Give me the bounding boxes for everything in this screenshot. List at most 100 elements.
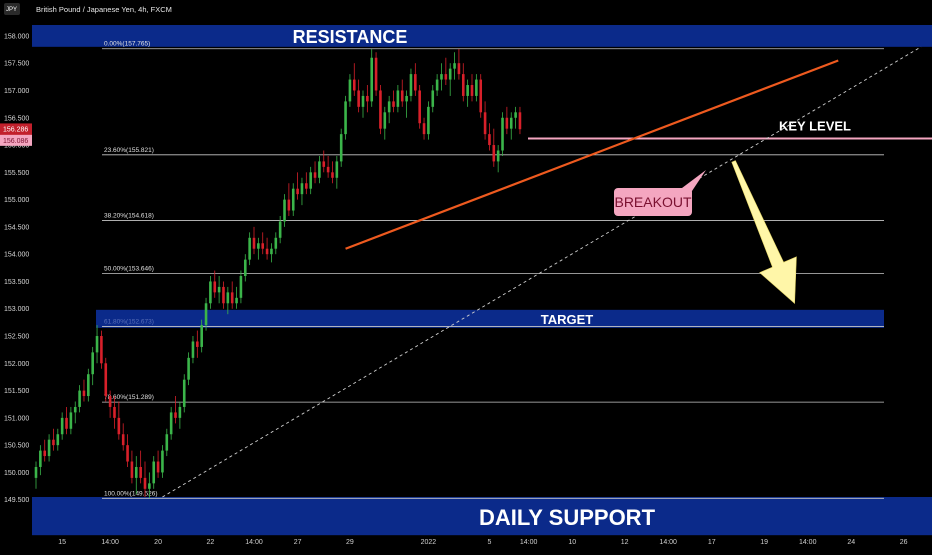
candle	[165, 428, 169, 457]
candle	[213, 270, 217, 298]
candle	[222, 281, 225, 309]
y-tick-label: 158.000	[4, 33, 29, 40]
candle	[239, 270, 243, 304]
candle	[361, 90, 365, 118]
candle	[518, 106, 522, 135]
breakout-pointer	[682, 170, 706, 194]
candle	[400, 79, 404, 107]
symbol-badge[interactable]	[4, 3, 20, 15]
candle	[357, 79, 360, 113]
chart-title: British Pound / Japanese Yen, 4h, FXCM	[36, 5, 172, 14]
x-tick-label: 14:00	[799, 539, 817, 546]
candle	[156, 450, 160, 478]
candle	[143, 461, 147, 497]
candle	[309, 166, 312, 195]
y-tick-label: 151.500	[4, 388, 29, 395]
candle	[47, 434, 51, 462]
candle	[34, 461, 38, 489]
candle	[344, 95, 347, 140]
candle	[187, 352, 190, 386]
x-tick-label: 26	[900, 539, 908, 546]
candle	[87, 368, 90, 402]
projection-arrow	[731, 160, 797, 304]
candle	[466, 79, 469, 107]
candle	[217, 276, 221, 304]
candle	[453, 52, 456, 80]
candle	[100, 330, 103, 369]
y-tick-label: 153.500	[4, 279, 29, 286]
candle	[169, 406, 173, 440]
candle	[130, 450, 134, 484]
fib-label: 23.60%(155.821)	[104, 147, 154, 154]
y-tick-label: 156.500	[4, 115, 29, 122]
candle	[252, 226, 256, 255]
candle	[427, 101, 430, 140]
candle	[509, 112, 513, 140]
x-tick-label: 14:00	[101, 539, 119, 546]
y-tick-label: 151.000	[4, 415, 29, 422]
candle	[352, 63, 356, 96]
candle	[488, 123, 491, 151]
fib-label: 50.00%(153.646)	[104, 265, 154, 272]
candle	[305, 172, 308, 195]
candle	[78, 385, 81, 413]
candle	[440, 63, 443, 91]
candle	[243, 254, 247, 282]
candle	[501, 112, 504, 156]
x-tick-label: 22	[207, 539, 215, 546]
y-tick-label: 154.000	[4, 252, 29, 259]
candle	[387, 95, 391, 124]
rising-trendline	[345, 59, 839, 250]
candle	[379, 85, 382, 135]
candle	[457, 49, 461, 80]
x-tick-label: 20	[154, 539, 162, 546]
candle	[257, 237, 260, 260]
candle	[444, 57, 448, 86]
y-tick-label: 152.000	[4, 361, 29, 368]
candle	[73, 401, 77, 424]
candle	[270, 243, 273, 263]
fib-label: 78.60%(151.289)	[104, 394, 154, 401]
candle	[230, 281, 234, 309]
bid-price-tag: 156.086	[3, 138, 28, 145]
candle	[383, 106, 387, 140]
bid-price-tag-bg	[0, 134, 32, 146]
candle	[505, 106, 509, 135]
y-tick-label: 150.000	[4, 470, 29, 477]
fib-label: 38.20%(154.618)	[104, 212, 154, 219]
x-tick-label: 10	[568, 539, 576, 546]
candle	[182, 374, 186, 413]
candle	[235, 286, 238, 309]
candle	[331, 161, 334, 184]
candle	[296, 172, 299, 200]
y-tick-label: 150.500	[4, 443, 29, 450]
candle	[448, 63, 452, 96]
candle	[65, 406, 68, 435]
candle	[422, 117, 426, 140]
candle	[348, 74, 352, 107]
candle	[56, 428, 60, 451]
candle	[121, 423, 125, 451]
y-tick-label: 155.000	[4, 197, 29, 204]
x-tick-label: 15	[58, 539, 66, 546]
candle	[287, 183, 291, 216]
last-price-text: 156.286	[3, 126, 28, 133]
candle	[52, 428, 55, 451]
candle	[108, 390, 112, 418]
x-tick-label: 27	[294, 539, 302, 546]
candle	[291, 183, 295, 216]
candle	[370, 49, 374, 107]
candle	[479, 74, 483, 118]
resistance-zone	[32, 25, 932, 47]
candle	[161, 445, 164, 478]
target-zone	[96, 309, 884, 328]
candle	[496, 145, 500, 173]
candle	[261, 232, 265, 255]
x-tick-label: 29	[346, 539, 354, 546]
candle	[318, 155, 321, 184]
candle	[335, 155, 339, 189]
y-tick-label: 157.500	[4, 61, 29, 68]
y-tick-label: 154.500	[4, 224, 29, 231]
